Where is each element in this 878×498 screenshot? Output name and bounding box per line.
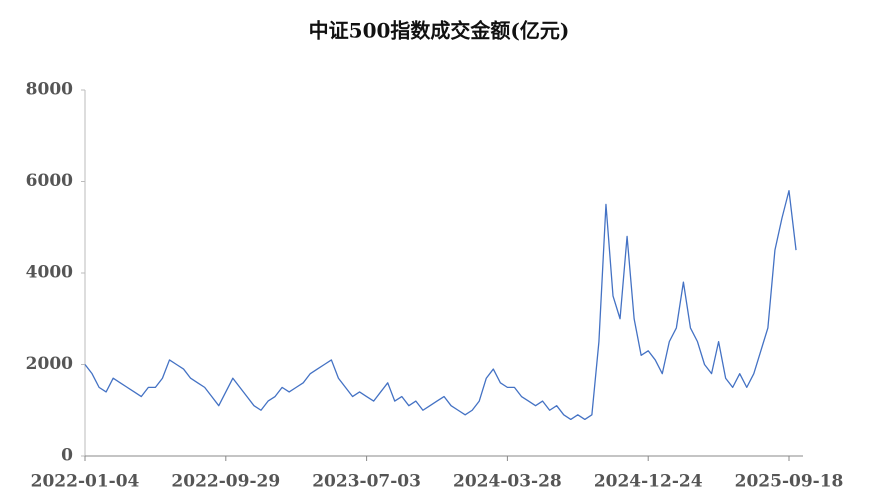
x-tick-label: 2023-07-03 bbox=[312, 472, 421, 492]
x-tick-label: 2024-03-28 bbox=[453, 472, 562, 492]
x-tick-label: 2024-12-24 bbox=[594, 472, 703, 492]
y-tick-label: 8000 bbox=[26, 80, 73, 100]
y-tick-label: 2000 bbox=[26, 354, 73, 374]
data-line bbox=[84, 190, 797, 421]
y-tick-label: 4000 bbox=[26, 263, 73, 283]
chart-title: 中证500指数成交金额(亿元) bbox=[309, 19, 570, 43]
y-tick-label: 6000 bbox=[26, 171, 73, 191]
y-tick-label: 0 bbox=[61, 446, 73, 466]
x-tick-label: 2022-01-04 bbox=[31, 472, 140, 492]
x-tick-label: 2022-09-29 bbox=[171, 472, 280, 492]
x-tick-label: 2025-09-18 bbox=[735, 472, 844, 492]
